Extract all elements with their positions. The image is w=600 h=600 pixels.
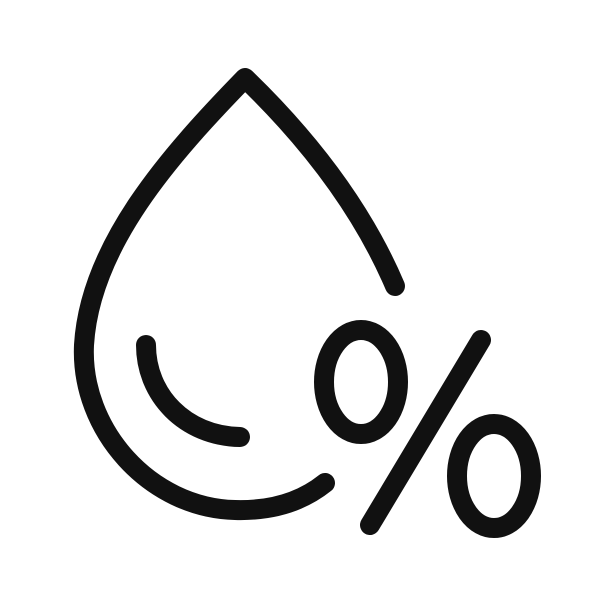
water-drop-outline: [73, 68, 405, 521]
percent-lower-circle: [447, 414, 541, 538]
drop-reflection-arc: [136, 335, 250, 447]
percent-slash: [360, 330, 491, 535]
percent-upper-circle: [314, 320, 408, 444]
